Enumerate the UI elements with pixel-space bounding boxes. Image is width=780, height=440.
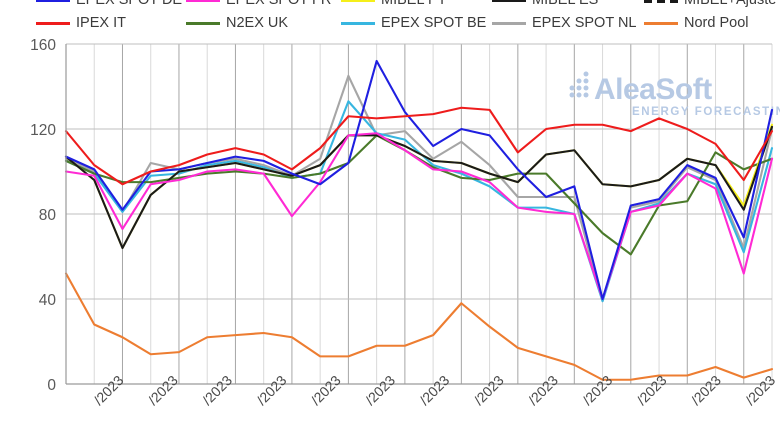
- series-line-mibel-pt: [64, 123, 774, 250]
- legend-item-mibel-pt[interactable]: MIBEL PT: [341, 0, 447, 10]
- y-axis-tick-label: 120: [30, 122, 56, 139]
- x-axis-tick-label: /2023: [579, 372, 615, 408]
- legend-item-epex-spot-be[interactable]: EPEX SPOT BE: [341, 14, 486, 33]
- legend-label: EPEX SPOT DE: [76, 0, 183, 8]
- legend-row-1: EPEX SPOT DE EPEX SPOT FR MIBEL PT MIBEL ES…: [0, 0, 780, 10]
- series-line-nord-pool: [64, 272, 774, 381]
- legend-swatch-icon: [492, 0, 526, 2]
- legend-label: MIBEL ES: [532, 0, 599, 8]
- chart-legend: EPEX SPOT DE EPEX SPOT FR MIBEL PT MIBEL ES…: [0, 0, 780, 38]
- watermark-dot-icon: [583, 71, 589, 77]
- plot-area: AleaSoft ENERGY FORECASTING 0 40 80 120 160 /…: [0, 38, 780, 440]
- watermark-dot-icon: [583, 85, 589, 91]
- series-line-epex-spot-be: [64, 100, 774, 303]
- legend-label: EPEX SPOT NL: [532, 15, 637, 31]
- series-line-epex-spot-de: [64, 59, 774, 301]
- legend-item-epex-spot-nl[interactable]: EPEX SPOT NL: [492, 14, 637, 33]
- legend-label: MIBEL+Ajuste: [684, 0, 777, 8]
- legend-swatch-icon: [644, 0, 678, 3]
- watermark-dot-icon: [583, 92, 589, 98]
- watermark-dot-icon: [583, 78, 589, 84]
- watermark-subtitle: ENERGY FORECASTING: [632, 106, 780, 118]
- series-line-epex-spot-fr: [64, 132, 774, 301]
- y-axis-tick-label: 0: [47, 377, 56, 394]
- legend-swatch-icon: [36, 22, 70, 25]
- legend-item-ipex-it[interactable]: IPEX IT: [36, 14, 126, 33]
- x-axis-tick-label: /2023: [253, 372, 289, 408]
- data-series-group: [64, 59, 774, 381]
- x-axis-tick-label: /2023: [634, 372, 670, 408]
- legend-swatch-icon: [186, 0, 220, 2]
- legend-item-epex-spot-fr[interactable]: EPEX SPOT FR: [186, 0, 331, 10]
- series-line-mibel-es: [64, 125, 774, 250]
- legend-label: EPEX SPOT FR: [226, 0, 332, 8]
- x-axis-tick-label: /2023: [90, 372, 126, 408]
- series-line-ipex-it: [64, 106, 774, 186]
- x-axis-tick-label: /2023: [199, 372, 235, 408]
- legend-row-2: IPEX IT N2EX UK EPEX SPOT BE EPEX SPOT NL No…: [0, 14, 780, 33]
- legend-swatch-icon: [341, 0, 375, 2]
- x-axis-tick-label: /2023: [525, 372, 561, 408]
- watermark-dot-icon: [569, 85, 575, 91]
- x-axis-tick-label: /2023: [416, 372, 452, 408]
- legend-swatch-icon: [186, 22, 220, 25]
- legend-item-n2ex-uk[interactable]: N2EX UK: [186, 14, 288, 33]
- legend-item-mibel-ajuste[interactable]: MIBEL+Ajuste: [644, 0, 776, 10]
- legend-item-mibel-es[interactable]: MIBEL ES: [492, 0, 598, 10]
- x-axis-tick-label: /2023: [471, 372, 507, 408]
- legend-swatch-icon: [644, 22, 678, 25]
- y-axis-tick-labels: 0 40 80 120 160: [30, 38, 56, 394]
- legend-label: EPEX SPOT BE: [381, 15, 487, 31]
- x-axis-tick-labels: /2023/2023/2023/2023/2023/2023/2023/2023…: [90, 372, 778, 408]
- legend-label: Nord Pool: [684, 15, 749, 31]
- watermark-dot-icon: [576, 92, 582, 98]
- legend-label: IPEX IT: [76, 15, 126, 31]
- x-axis-tick-label: /2023: [688, 372, 724, 408]
- x-axis-tick-label: /2023: [308, 372, 344, 408]
- y-axis-tick-label: 80: [39, 207, 57, 224]
- axis-lines: [65, 44, 772, 385]
- watermark-dot-icon: [569, 92, 575, 98]
- legend-label: N2EX UK: [226, 15, 289, 31]
- legend-item-epex-spot-de[interactable]: EPEX SPOT DE: [36, 0, 182, 10]
- legend-swatch-icon: [341, 22, 375, 25]
- watermark-dot-icon: [576, 78, 582, 84]
- legend-label: MIBEL PT: [381, 0, 447, 8]
- x-axis-tick-label: /2023: [362, 372, 398, 408]
- y-axis-tick-label: 40: [39, 292, 57, 309]
- legend-item-nord-pool[interactable]: Nord Pool: [644, 14, 748, 33]
- watermark-dot-icon: [576, 85, 582, 91]
- watermark-title: AleaSoft: [594, 73, 712, 106]
- legend-swatch-icon: [36, 0, 70, 2]
- y-axis-tick-label: 160: [30, 38, 56, 54]
- legend-swatch-icon: [492, 22, 526, 25]
